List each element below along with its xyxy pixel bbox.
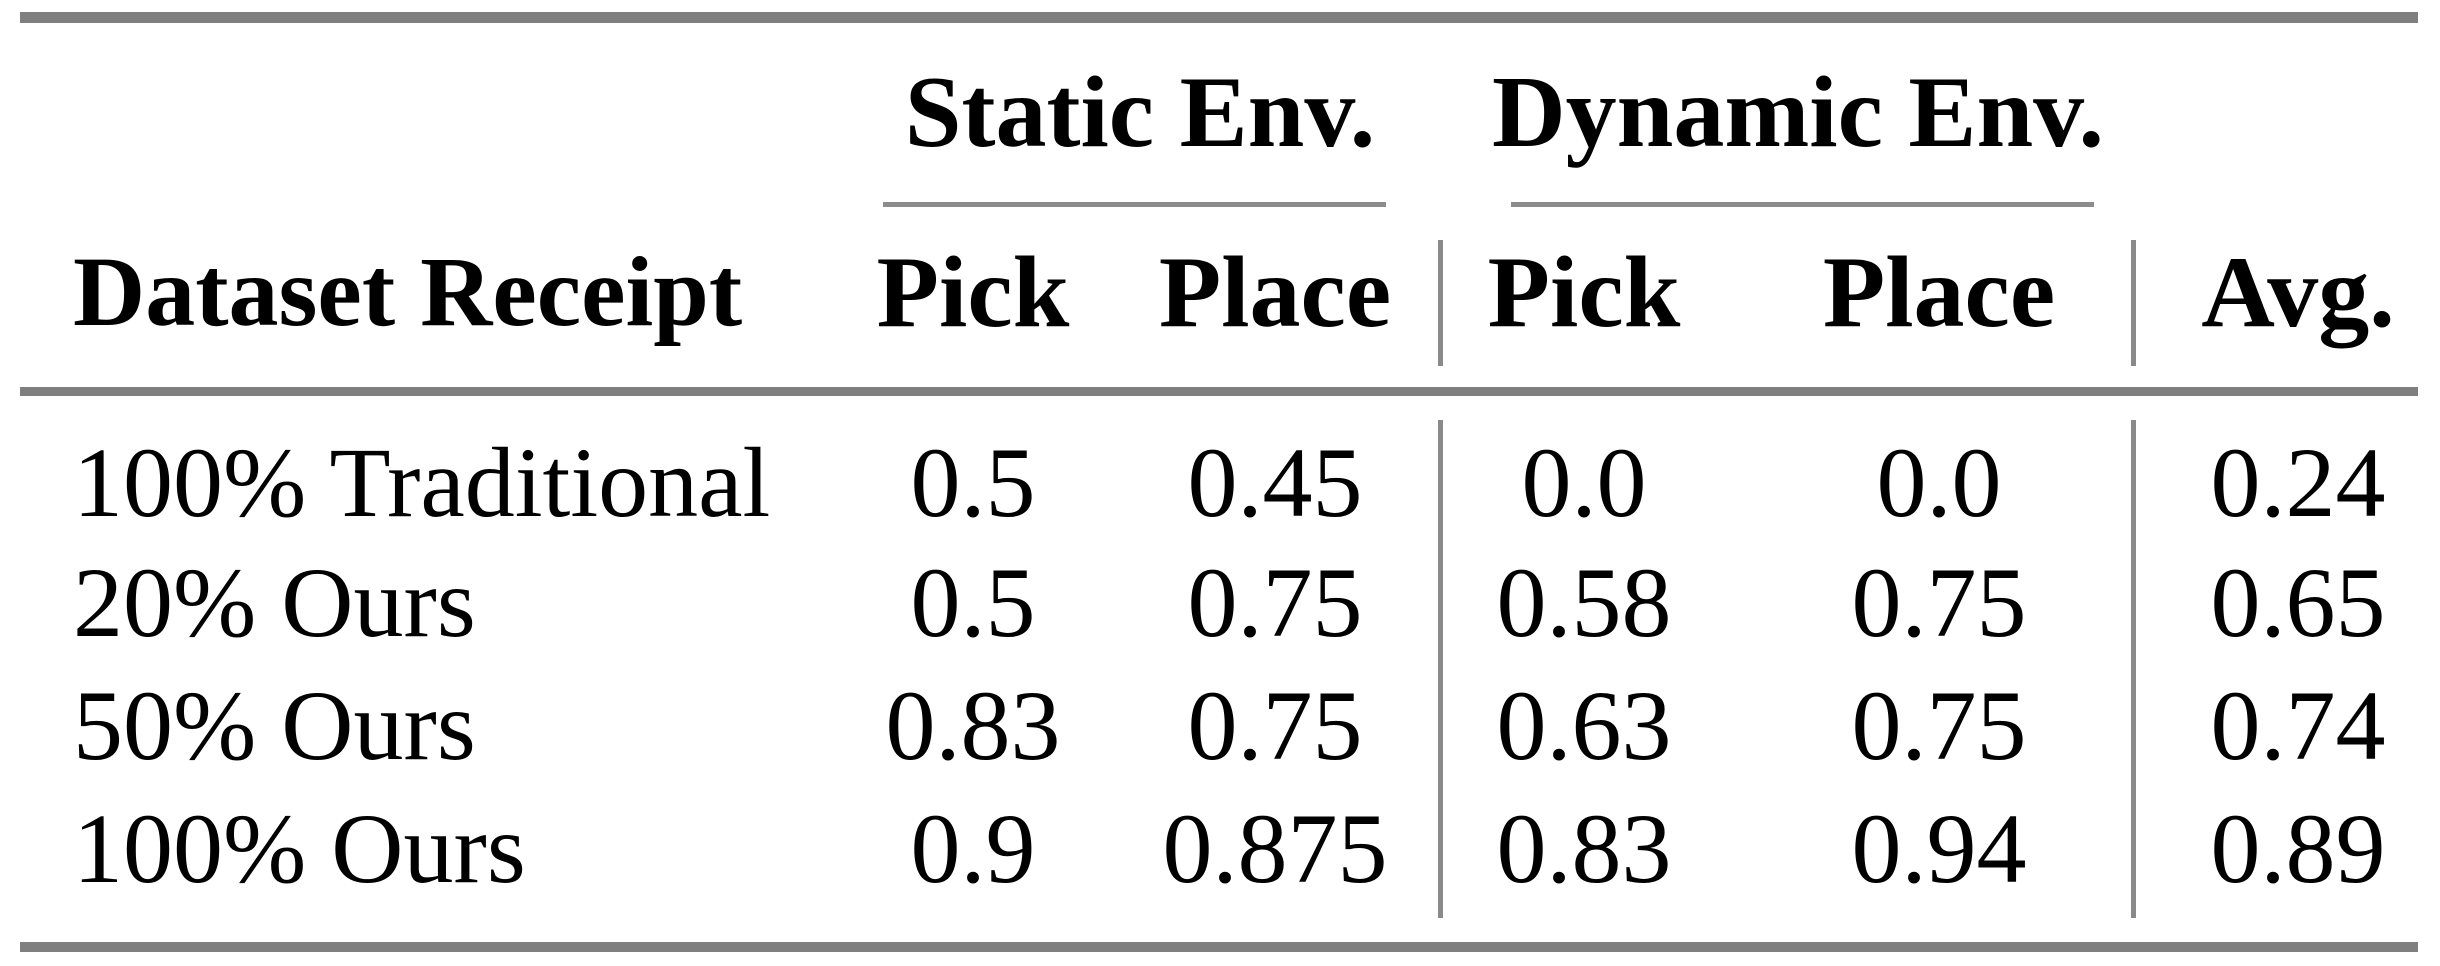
row-label: 50% Ours: [73, 670, 476, 781]
cell-avg: 0.65: [2210, 547, 2386, 658]
cell-static-place: 0.875: [1162, 793, 1388, 904]
cell-dynamic-pick: 0.63: [1496, 670, 1672, 781]
cell-avg: 0.74: [2210, 670, 2386, 781]
dynamic-group-underline: [1511, 202, 2094, 207]
cell-dynamic-place: 0.75: [1851, 670, 2027, 781]
cell-avg: 0.24: [2210, 427, 2386, 538]
table-header-rule: [20, 387, 2418, 396]
cell-dynamic-place: 0.0: [1876, 427, 2002, 538]
cell-static-pick: 0.5: [910, 427, 1036, 538]
cell-static-place: 0.75: [1187, 547, 1363, 658]
vertical-separator-avg: [2131, 420, 2136, 918]
cell-avg: 0.89: [2210, 793, 2386, 904]
row-label: 20% Ours: [73, 547, 476, 658]
cell-static-place: 0.75: [1187, 670, 1363, 781]
cell-static-pick: 0.5: [910, 547, 1036, 658]
group-header-dynamic-env: Dynamic Env.: [1491, 56, 2105, 169]
cell-static-pick: 0.9: [910, 793, 1036, 904]
table-top-rule: [20, 12, 2418, 23]
column-header-dynamic-place: Place: [1822, 236, 2056, 349]
cell-dynamic-pick: 0.0: [1521, 427, 1647, 538]
table-bottom-rule: [20, 942, 2418, 952]
vertical-separator-avg: [2131, 240, 2136, 366]
static-group-underline: [883, 202, 1386, 207]
row-label: 100% Ours: [73, 793, 526, 904]
cell-dynamic-place: 0.94: [1851, 793, 2027, 904]
column-header-static-place: Place: [1158, 236, 1392, 349]
column-header-dataset-receipt: Dataset Receipt: [73, 236, 743, 347]
cell-dynamic-pick: 0.83: [1496, 793, 1672, 904]
cell-static-place: 0.45: [1187, 427, 1363, 538]
cell-static-pick: 0.83: [885, 670, 1061, 781]
row-label: 100% Traditional: [73, 427, 771, 538]
column-header-avg: Avg.: [2201, 236, 2395, 349]
column-header-dynamic-pick: Pick: [1487, 236, 1681, 349]
vertical-separator-static-dynamic: [1438, 240, 1443, 366]
vertical-separator-static-dynamic: [1438, 420, 1443, 918]
column-header-static-pick: Pick: [876, 236, 1070, 349]
cell-dynamic-pick: 0.58: [1496, 547, 1672, 658]
group-header-static-env: Static Env.: [904, 56, 1376, 169]
cell-dynamic-place: 0.75: [1851, 547, 2027, 658]
